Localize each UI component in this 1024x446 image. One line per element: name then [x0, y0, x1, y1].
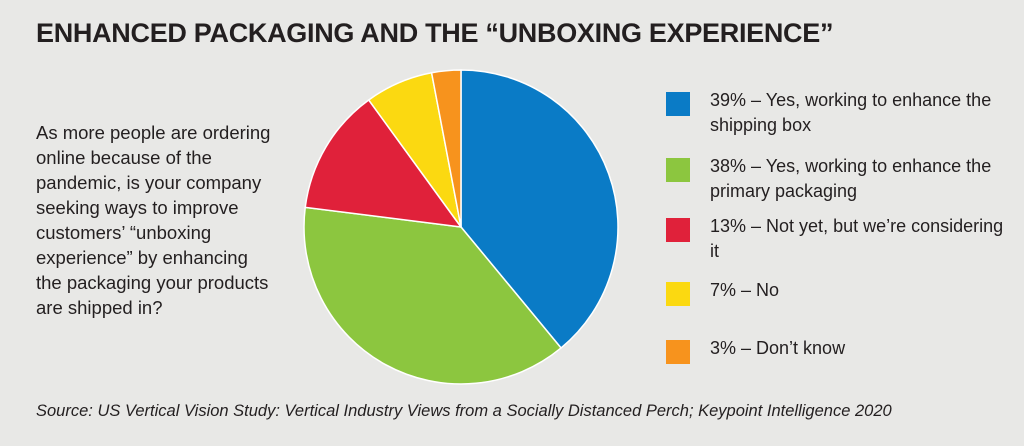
source-note: Source: US Vertical Vision Study: Vertic…: [36, 402, 892, 420]
pie-slice-considering: [304, 98, 463, 228]
legend-label-no: 7% – No: [710, 280, 780, 300]
chart-title: ENHANCED PACKAGING AND THE “UNBOXING EXP…: [36, 18, 834, 48]
legend-label-primary-packaging: 38% – Yes, working to enhance the primar…: [710, 156, 992, 201]
legend-swatch-no: [666, 282, 690, 306]
legend-swatch-primary-packaging: [666, 158, 690, 182]
legend-label-dont-know: 3% – Don’t know: [710, 338, 846, 358]
legend-swatch-dont-know: [666, 340, 690, 364]
survey-question: As more people are ordering online becau…: [36, 122, 271, 318]
legend-label-considering: 13% – Not yet, but we’re considering it: [710, 216, 1004, 261]
pie-slice-primary-packaging: [303, 206, 563, 385]
legend-label-shipping-box: 39% – Yes, working to enhance the shippi…: [710, 90, 992, 135]
pie-slice-shipping-box: [460, 69, 619, 350]
pie-chart: [303, 69, 619, 385]
legend-swatch-considering: [666, 218, 690, 242]
legend-swatch-shipping-box: [666, 92, 690, 116]
pie-slice-dont-know: [430, 69, 462, 228]
